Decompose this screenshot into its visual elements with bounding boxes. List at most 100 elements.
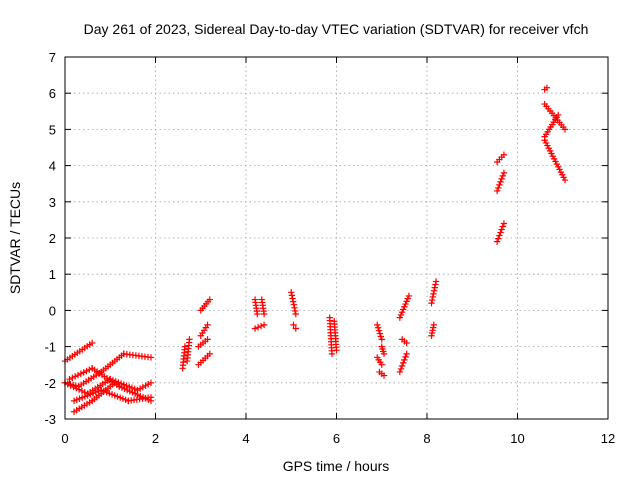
data-point (401, 356, 408, 364)
data-point (380, 372, 388, 379)
data-point (333, 347, 340, 354)
y-tick-label: 2 (49, 231, 56, 246)
data-point (429, 293, 437, 301)
y-tick-label: -1 (44, 340, 56, 355)
data-point (74, 371, 82, 379)
data-point (498, 175, 505, 183)
data-point (403, 350, 410, 358)
data-point (498, 226, 505, 233)
data-point (495, 235, 502, 242)
data-points (61, 84, 569, 415)
data-point (80, 369, 87, 376)
data-point (497, 229, 504, 236)
data-point (432, 281, 439, 288)
data-point (561, 126, 569, 133)
x-tick-label: 8 (423, 431, 430, 446)
data-point (430, 287, 438, 294)
data-point (88, 339, 96, 347)
data-point (111, 379, 118, 386)
data-point (289, 295, 296, 302)
data-point (69, 374, 76, 382)
y-axis-label: SDTVAR / TECUs (7, 182, 23, 294)
data-point (254, 310, 261, 318)
y-tick-labels: -3 -2 -1 0 1 2 3 4 5 6 7 (44, 50, 56, 427)
data-point (260, 310, 268, 318)
data-point (378, 361, 385, 368)
data-point (78, 387, 86, 395)
data-point (555, 111, 562, 119)
data-point (186, 336, 193, 343)
data-point (496, 232, 503, 239)
data-point (405, 292, 413, 300)
data-point (292, 325, 299, 332)
data-point (147, 379, 155, 386)
data-point (147, 394, 155, 401)
data-point (289, 298, 297, 305)
data-point (500, 220, 508, 227)
data-point (397, 365, 405, 373)
data-point (499, 223, 506, 230)
x-tick-label: 12 (601, 431, 615, 446)
data-point (291, 304, 298, 312)
x-tick-label: 4 (242, 431, 249, 446)
data-point (290, 301, 298, 308)
data-point (290, 321, 297, 329)
data-point (400, 359, 407, 367)
data-point (403, 339, 410, 347)
data-point (398, 362, 406, 370)
data-point (493, 187, 501, 195)
y-tick-label: 5 (49, 122, 56, 137)
data-point (328, 350, 336, 358)
data-point (430, 290, 437, 298)
y-tick-label: 4 (49, 159, 56, 174)
x-tick-label: 2 (152, 431, 159, 446)
data-point (251, 325, 259, 332)
grid (65, 57, 608, 419)
data-point (71, 373, 79, 380)
data-point (77, 370, 85, 377)
data-point (260, 321, 268, 329)
x-tick-labels: 0 2 4 6 8 10 12 (61, 431, 615, 446)
x-tick-label: 0 (61, 431, 68, 446)
data-point (428, 299, 435, 307)
y-tick-label: 7 (49, 50, 56, 65)
x-axis-label: GPS time / hours (283, 458, 390, 474)
data-point (378, 336, 385, 343)
data-point (374, 324, 382, 331)
data-point (288, 289, 295, 296)
data-point (64, 380, 72, 388)
y-tick-label: 0 (49, 303, 56, 318)
data-point (291, 307, 299, 315)
data-point (374, 321, 381, 329)
data-point (206, 350, 213, 358)
data-point (396, 368, 404, 376)
y-tick-label: 6 (49, 86, 56, 101)
data-point (204, 321, 211, 329)
data-point (380, 350, 388, 358)
data-point (204, 336, 211, 343)
data-point (254, 324, 262, 331)
data-point (432, 278, 440, 285)
data-point (561, 176, 569, 184)
chart-title: Day 261 of 2023, Sidereal Day-to-day VTE… (84, 21, 589, 37)
y-tick-label: -3 (44, 412, 56, 427)
data-point (493, 238, 501, 245)
data-point (375, 327, 383, 334)
x-tick-label: 10 (510, 431, 524, 446)
data-point (496, 181, 503, 189)
data-point (500, 169, 508, 177)
data-point (292, 310, 299, 318)
data-point (428, 296, 436, 304)
data-point (67, 382, 74, 389)
x-tick-label: 6 (333, 431, 340, 446)
data-point (376, 330, 384, 337)
data-point (257, 322, 265, 330)
data-point (543, 84, 551, 91)
data-point (402, 353, 409, 361)
data-point (73, 385, 80, 392)
data-point (430, 321, 437, 329)
data-point (147, 354, 155, 361)
data-point (499, 172, 506, 180)
data-point (500, 151, 508, 158)
